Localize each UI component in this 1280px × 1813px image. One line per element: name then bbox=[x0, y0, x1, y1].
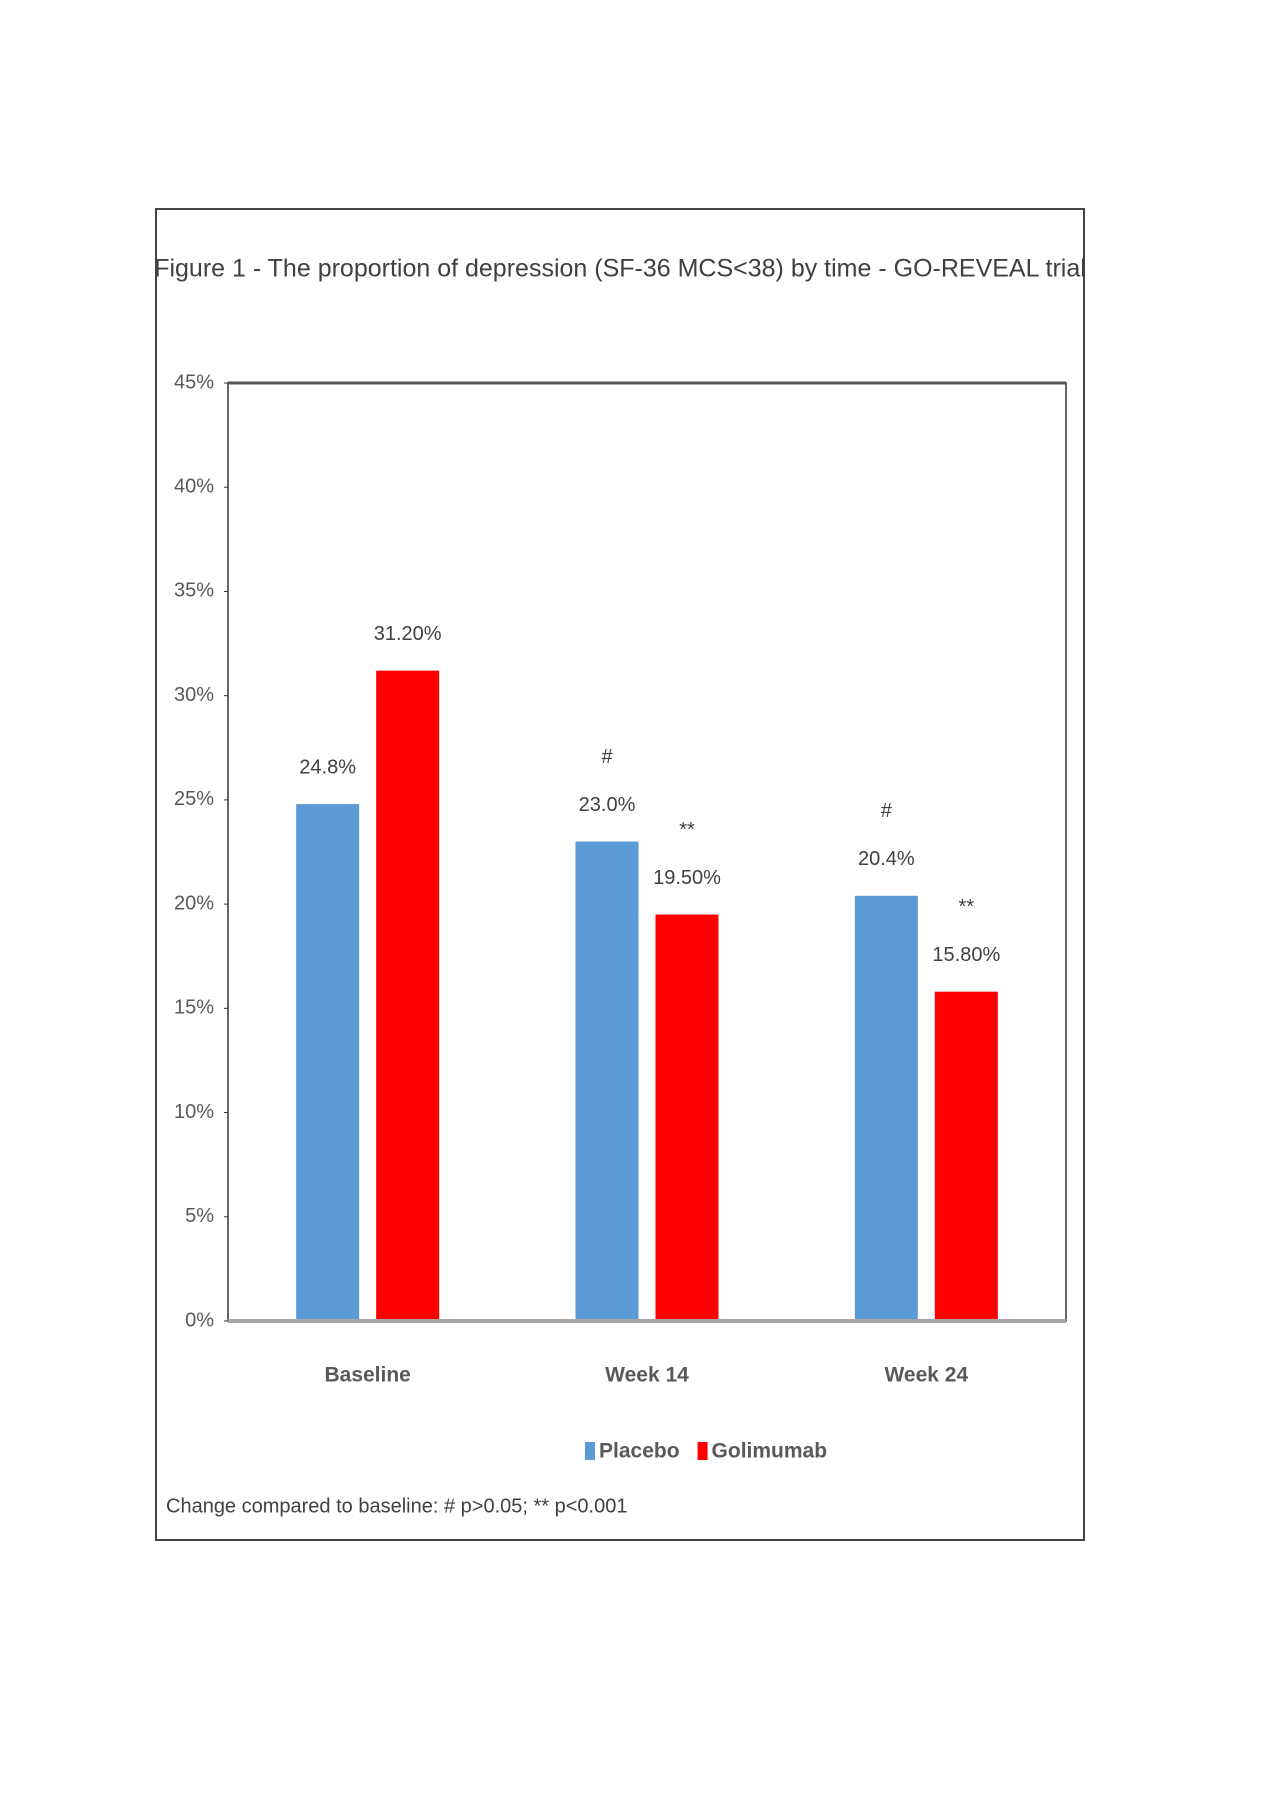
significance-mark: ** bbox=[679, 819, 695, 841]
legend-label: Placebo bbox=[599, 1440, 680, 1463]
y-tick-label: 25% bbox=[174, 788, 214, 810]
y-tick-label: 20% bbox=[174, 892, 214, 914]
value-label: 24.8% bbox=[299, 756, 356, 778]
y-tick-label: 40% bbox=[174, 476, 214, 498]
value-label: 20.4% bbox=[858, 848, 915, 870]
bar bbox=[854, 895, 918, 1321]
footnote: Change compared to baseline: # p>0.05; *… bbox=[166, 1495, 627, 1517]
bar bbox=[934, 991, 998, 1321]
value-label: 23.0% bbox=[579, 794, 636, 816]
y-tick-label: 10% bbox=[174, 1101, 214, 1123]
y-tick-label: 35% bbox=[174, 580, 214, 602]
significance-mark: ** bbox=[959, 896, 975, 918]
bar bbox=[575, 841, 639, 1321]
x-tick-label: Week 14 bbox=[605, 1364, 689, 1387]
legend-swatch bbox=[585, 1442, 595, 1460]
significance-mark: # bbox=[601, 746, 613, 768]
legend-swatch bbox=[697, 1442, 708, 1460]
y-tick-label: 45% bbox=[174, 371, 214, 393]
bar bbox=[376, 670, 440, 1321]
x-tick-label: Baseline bbox=[324, 1364, 410, 1387]
legend-label: Golimumab bbox=[712, 1440, 828, 1463]
y-tick-label: 0% bbox=[185, 1309, 214, 1331]
value-label: 15.80% bbox=[932, 944, 1000, 966]
significance-mark: # bbox=[881, 800, 893, 822]
x-tick-label: Week 24 bbox=[884, 1364, 968, 1387]
y-tick-label: 5% bbox=[185, 1205, 214, 1227]
y-tick-label: 30% bbox=[174, 684, 214, 706]
value-label: 31.20% bbox=[374, 623, 442, 645]
value-label: 19.50% bbox=[653, 867, 721, 889]
y-tick-label: 15% bbox=[174, 997, 214, 1019]
chart-title: Figure 1 - The proportion of depression … bbox=[154, 255, 1086, 283]
bar bbox=[296, 804, 360, 1321]
bar bbox=[655, 914, 719, 1321]
